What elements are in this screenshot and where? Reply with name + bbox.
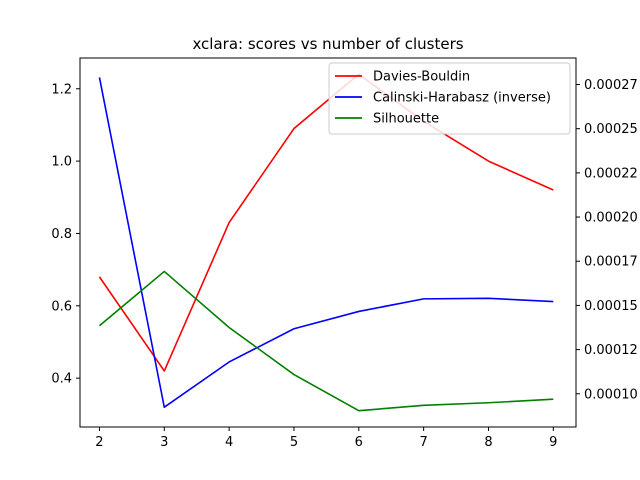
x-tick-label: 9	[549, 435, 557, 450]
x-tick-label: 6	[355, 435, 363, 450]
y-axis-right: 0.00010 0.00012 0.00015 0.00017 0.00020 0.000…	[576, 78, 638, 402]
y-axis-left: 0.4 0.6 0.8 1.0 1.2	[51, 82, 80, 387]
plot-frame	[79, 57, 577, 428]
series-line-davies-bouldin	[98, 73, 554, 372]
y-left-tick-label: 0.8	[51, 227, 72, 242]
y-right-tick-label: 0.00017	[584, 255, 638, 270]
x-tick-label: 3	[160, 435, 168, 450]
y-right-tick-label: 0.00020	[584, 211, 638, 226]
legend-label: Silhouette	[373, 112, 439, 127]
x-tick-label: 2	[95, 435, 103, 450]
series-line-silhouette	[98, 270, 554, 412]
y-left-tick-label: 1.0	[51, 155, 72, 170]
y-right-tick-label: 0.00012	[584, 343, 638, 358]
series-layer	[98, 73, 554, 412]
y-left-tick-label: 0.6	[51, 299, 72, 314]
y-right-tick-label: 0.00025	[584, 122, 638, 137]
chart-title: xclara: scores vs number of clusters	[192, 35, 463, 53]
y-left-tick-label: 0.4	[51, 372, 72, 387]
legend: Davies-Bouldin Calinski-Harabasz (inverse…	[328, 62, 571, 135]
legend-box	[328, 62, 571, 135]
legend-label: Calinski-Harabasz (inverse)	[373, 91, 551, 106]
y-right-tick-label: 0.00010	[584, 387, 638, 402]
x-axis: 2 3 4 5 6 7 8 9	[95, 427, 557, 450]
x-tick-label: 8	[484, 435, 492, 450]
y-right-tick-label: 0.00015	[584, 299, 638, 314]
x-tick-label: 4	[225, 435, 233, 450]
x-tick-label: 5	[290, 435, 298, 450]
series-line-calinski-harabasz-inverse	[98, 77, 554, 409]
y-right-tick-label: 0.00027	[584, 78, 638, 93]
y-right-tick-label: 0.00022	[584, 166, 638, 181]
legend-label: Davies-Bouldin	[373, 70, 470, 85]
y-left-tick-label: 1.2	[51, 82, 72, 97]
x-tick-label: 7	[419, 435, 427, 450]
